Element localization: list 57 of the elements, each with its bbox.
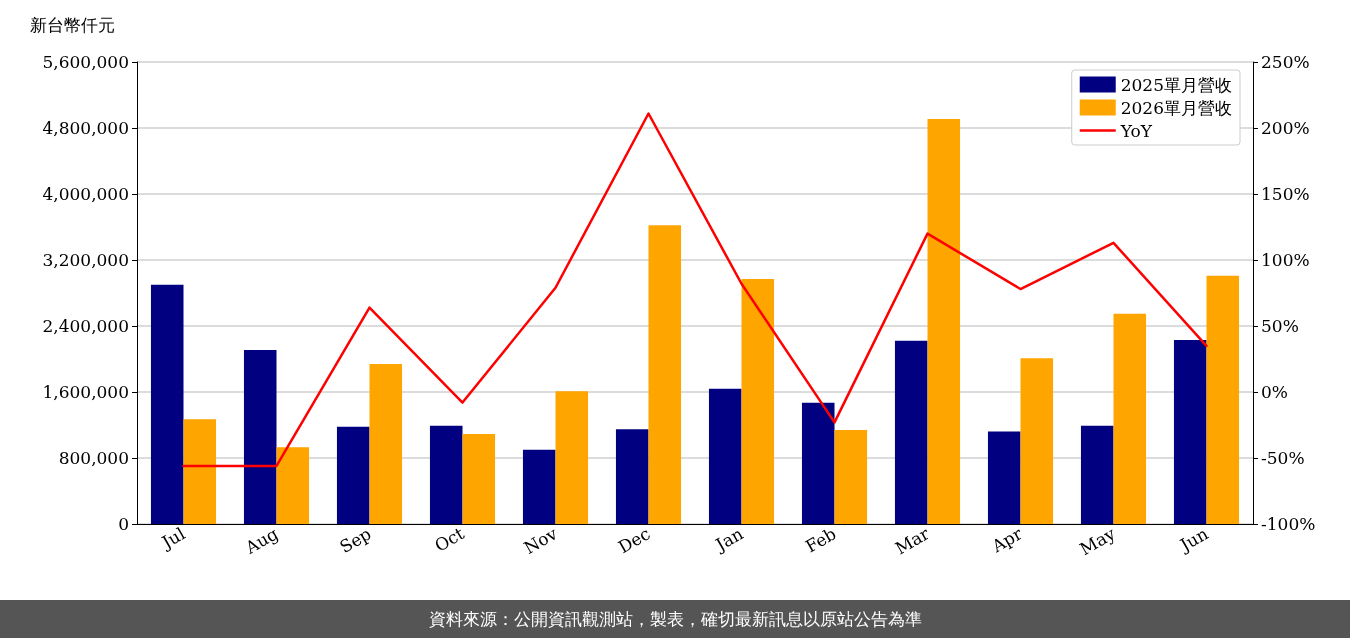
bar: [801, 402, 835, 524]
bar: [708, 388, 742, 524]
legend-label: YoY: [1119, 120, 1153, 141]
bar: [894, 340, 928, 524]
bar: [555, 391, 589, 524]
bar: [834, 429, 868, 524]
y2-tick-label: -100%: [1261, 514, 1316, 534]
bar: [369, 363, 403, 524]
y-tick-label: 4,800,000: [42, 118, 129, 138]
x-tick-label: Feb: [801, 523, 840, 557]
bar: [927, 118, 961, 524]
y-tick-label: 3,200,000: [42, 250, 129, 270]
y-tick-label: 1,600,000: [42, 382, 129, 402]
x-tick-label: Jan: [710, 523, 747, 556]
y2-tick-label: 100%: [1261, 250, 1310, 270]
legend-label: 2026單月營收: [1120, 97, 1232, 118]
bar: [522, 449, 556, 524]
y2-tick-label: 50%: [1261, 316, 1299, 336]
bar: [336, 426, 370, 524]
source-note: 資料來源：公開資訊觀測站，製表，確切最新訊息以原站公告為準: [0, 600, 1350, 638]
x-tick-label: Dec: [614, 523, 654, 558]
legend-label: 2025單月營收: [1120, 74, 1232, 95]
bar: [1173, 340, 1207, 524]
bar: [615, 429, 649, 524]
x-tick-label: Oct: [431, 523, 468, 556]
y2-tick-label: 150%: [1261, 184, 1310, 204]
y-tick-label: 2,400,000: [42, 316, 129, 336]
bar: [276, 447, 310, 524]
x-tick-label: Sep: [336, 523, 375, 557]
bar: [429, 425, 463, 524]
y-tick-label: 5,600,000: [42, 52, 129, 72]
bar: [1206, 275, 1240, 524]
y2-tick-label: 250%: [1261, 52, 1310, 72]
bar: [741, 278, 775, 524]
x-tick-label: May: [1076, 523, 1119, 560]
x-tick-label: Jul: [156, 523, 189, 554]
y2-tick-label: 0%: [1261, 382, 1288, 402]
bar: [987, 431, 1021, 524]
bar: [1113, 313, 1147, 524]
y-tick-label: 0: [118, 514, 129, 534]
y-tick-label: 800,000: [58, 448, 129, 468]
x-tick-label: Nov: [520, 523, 561, 558]
y2-tick-label: -50%: [1261, 448, 1305, 468]
bar: [648, 225, 682, 524]
x-tick-label: Jun: [1174, 523, 1212, 556]
bar: [1020, 358, 1054, 524]
y-tick-label: 4,000,000: [42, 184, 129, 204]
y-axis-title: 新台幣仟元: [30, 14, 115, 37]
bar: [243, 349, 277, 524]
x-tick-label: Apr: [987, 522, 1027, 557]
x-tick-label: Mar: [891, 522, 934, 559]
y2-tick-label: 200%: [1261, 118, 1310, 138]
bar: [183, 419, 217, 524]
bar: [150, 284, 184, 524]
x-tick-label: Aug: [241, 523, 282, 559]
bar: [462, 434, 496, 524]
bar: [1080, 425, 1114, 524]
